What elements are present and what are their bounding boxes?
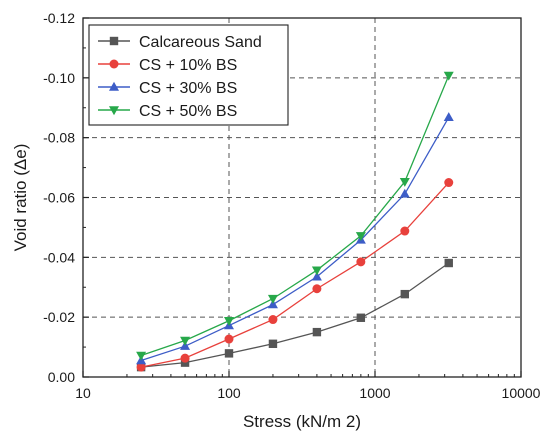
legend-marker bbox=[109, 81, 119, 91]
data-point bbox=[224, 349, 234, 358]
y-tick-label: -0.12 bbox=[43, 10, 75, 26]
data-point bbox=[267, 299, 278, 309]
data-point bbox=[268, 339, 278, 348]
series-line bbox=[141, 262, 450, 368]
data-point bbox=[268, 315, 278, 325]
data-point bbox=[224, 317, 234, 326]
y-axis-title: Void ratio (Δe) bbox=[11, 144, 30, 252]
legend-item: CS + 30% BS bbox=[98, 80, 237, 97]
series-2 bbox=[136, 178, 454, 372]
data-point bbox=[356, 313, 366, 322]
data-point bbox=[224, 334, 234, 344]
data-point bbox=[400, 226, 410, 236]
data-point bbox=[443, 71, 454, 81]
series-line bbox=[140, 182, 450, 368]
series-line bbox=[140, 116, 450, 362]
legend-item: CS + 10% BS bbox=[98, 57, 237, 74]
data-point bbox=[400, 289, 410, 299]
series-layer bbox=[136, 71, 454, 372]
x-tick-label: 10 bbox=[75, 385, 91, 401]
data-point bbox=[444, 178, 454, 188]
legend-label: Calcareous Sand bbox=[139, 34, 262, 51]
data-point bbox=[267, 294, 278, 304]
legend-item: CS + 50% BS bbox=[98, 103, 237, 120]
x-tick-label: 100 bbox=[217, 385, 241, 401]
data-point bbox=[311, 271, 322, 281]
x-tick-label: 1000 bbox=[359, 385, 390, 401]
legend-label: CS + 10% BS bbox=[139, 57, 237, 74]
data-point bbox=[180, 353, 190, 363]
data-point bbox=[356, 257, 366, 267]
legend-label: CS + 50% BS bbox=[139, 103, 237, 120]
data-point bbox=[399, 188, 410, 198]
series-line bbox=[140, 75, 450, 357]
data-point bbox=[136, 351, 147, 361]
y-tick-label: -0.08 bbox=[43, 130, 75, 146]
data-point bbox=[136, 362, 146, 372]
data-point bbox=[399, 177, 410, 187]
y-tick-label: -0.06 bbox=[43, 190, 75, 206]
legend-marker bbox=[109, 59, 119, 69]
data-point bbox=[312, 284, 322, 294]
legend-label: CS + 30% BS bbox=[139, 80, 237, 97]
x-tick-label: 10000 bbox=[502, 385, 541, 401]
series-4 bbox=[136, 71, 454, 361]
data-point bbox=[311, 266, 322, 276]
data-point bbox=[443, 112, 454, 122]
data-point bbox=[312, 327, 322, 337]
legend: Calcareous Sand CS + 10% BS CS + 30% BS CS … bbox=[88, 24, 289, 126]
legend-marker bbox=[109, 36, 119, 46]
x-axis-title: Stress (kN/m 2) bbox=[243, 412, 361, 431]
axis-ticks: 10 100 1000 10000 0.00 -0.02 -0.04 -0.06 -0.08 -0… bbox=[43, 10, 541, 401]
y-tick-label: -0.04 bbox=[43, 249, 75, 265]
y-tick-label: 0.00 bbox=[48, 369, 75, 385]
series-3 bbox=[136, 112, 454, 365]
data-point bbox=[444, 258, 453, 268]
data-point bbox=[180, 336, 191, 346]
y-tick-label: -0.02 bbox=[43, 309, 75, 325]
y-tick-label: -0.10 bbox=[43, 70, 75, 86]
legend-marker bbox=[109, 106, 119, 116]
data-point bbox=[355, 232, 366, 241]
legend-item: Calcareous Sand bbox=[98, 34, 262, 51]
